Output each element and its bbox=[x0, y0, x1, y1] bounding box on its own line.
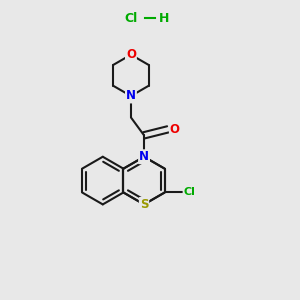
Text: Cl: Cl bbox=[124, 12, 138, 25]
Text: Cl: Cl bbox=[184, 188, 195, 197]
Text: S: S bbox=[140, 198, 148, 211]
Text: H: H bbox=[159, 12, 169, 25]
Text: O: O bbox=[126, 48, 136, 61]
Text: N: N bbox=[126, 89, 136, 103]
Text: O: O bbox=[170, 123, 180, 136]
Text: N: N bbox=[139, 150, 149, 163]
